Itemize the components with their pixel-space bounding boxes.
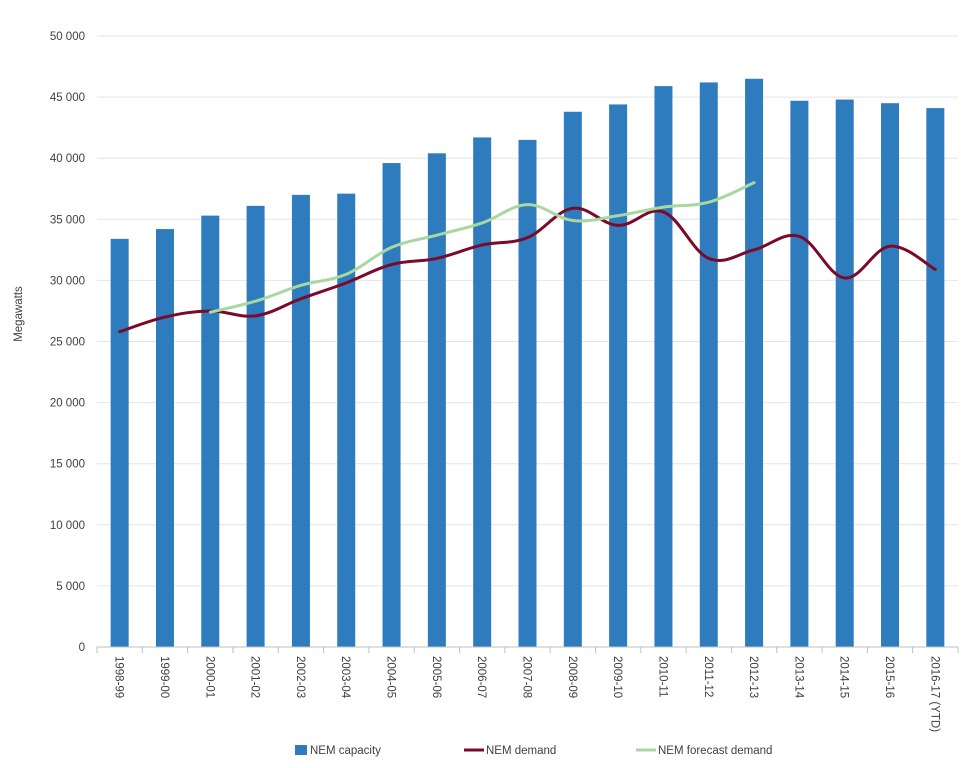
bar-nem-capacity xyxy=(110,238,129,648)
bar-nem-capacity xyxy=(291,194,310,648)
bar-nem-capacity xyxy=(563,111,582,648)
legend-swatch-nem-capacity xyxy=(295,745,307,755)
bar-nem-capacity xyxy=(155,229,174,648)
bar-nem-capacity xyxy=(881,103,900,647)
y-tick-label: 15 000 xyxy=(50,459,85,471)
x-tick-label: 1999-00 xyxy=(158,656,170,698)
x-tick-label: 2008-09 xyxy=(566,656,578,698)
x-tick-label: 2014-15 xyxy=(838,656,850,698)
y-axis: 0 5 000 10 000 15 000 20 000 25 000 30 000 35 0… xyxy=(50,31,85,654)
x-tick-label: 2013-14 xyxy=(792,656,804,699)
x-tick-label: 2011-12 xyxy=(702,656,714,697)
bar-nem-capacity xyxy=(609,104,628,647)
x-tick-label: 1998-99 xyxy=(113,656,125,698)
bar-series xyxy=(110,78,945,648)
x-tick-label: 2009-10 xyxy=(611,656,623,698)
legend-label-nem-demand: NEM demand xyxy=(486,745,556,757)
y-axis-title: Megawatts xyxy=(13,286,25,342)
y-tick-label: 30 000 xyxy=(50,275,85,287)
bar-nem-capacity xyxy=(382,163,401,647)
bar-nem-capacity xyxy=(745,78,764,647)
x-tick-label: 2015-16 xyxy=(883,656,895,698)
x-tick-label: 2003-04 xyxy=(339,656,351,699)
x-tick-label: 2002-03 xyxy=(294,656,306,698)
x-tick-label: 2010-11 xyxy=(656,656,668,697)
bar-nem-capacity xyxy=(201,215,220,647)
legend-label-nem-capacity: NEM capacity xyxy=(310,745,381,757)
bar-nem-capacity xyxy=(427,153,446,647)
bar-nem-capacity xyxy=(790,100,809,648)
x-tick-label: 2005-06 xyxy=(430,656,442,698)
y-tick-label: 35 000 xyxy=(50,214,85,226)
x-tick-label: 2000-01 xyxy=(203,656,215,698)
x-tick-label: 2007-08 xyxy=(521,656,533,698)
bar-nem-capacity xyxy=(699,82,718,648)
bar-nem-capacity xyxy=(337,193,356,647)
line-series xyxy=(118,181,937,334)
x-tick-label: 2001-02 xyxy=(249,656,261,698)
bar-nem-capacity xyxy=(926,108,945,647)
x-tick-label: 2004-05 xyxy=(385,656,397,698)
bar-nem-capacity xyxy=(473,137,492,647)
legend-label-nem-forecast-demand: NEM forecast demand xyxy=(658,745,772,757)
y-tick-label: 25 000 xyxy=(50,337,85,349)
y-tick-label: 5 000 xyxy=(56,581,85,593)
x-tick-label: 2016-17 (YTD) xyxy=(928,656,940,732)
y-tick-label: 0 xyxy=(79,642,85,654)
x-tick-label: 2006-07 xyxy=(475,656,487,698)
x-tick-label: 2012-13 xyxy=(747,656,759,698)
y-tick-label: 20 000 xyxy=(50,398,85,410)
y-tick-label: 45 000 xyxy=(50,92,85,104)
legend: NEM capacity NEM demand NEM forecast deman… xyxy=(295,745,772,757)
bar-nem-capacity xyxy=(246,205,265,647)
x-axis: 1998-99 1999-00 2000-01 2001-02 2002-03 2003-… xyxy=(96,646,959,732)
bar-nem-capacity xyxy=(518,139,537,647)
bar-nem-capacity xyxy=(835,99,854,647)
y-tick-label: 40 000 xyxy=(50,153,85,165)
y-tick-label: 10 000 xyxy=(50,520,85,532)
line-nem-forecast-demand xyxy=(208,181,756,314)
line-nem-demand xyxy=(118,206,937,334)
bar-nem-capacity xyxy=(654,86,673,648)
y-tick-label: 50 000 xyxy=(50,31,85,43)
